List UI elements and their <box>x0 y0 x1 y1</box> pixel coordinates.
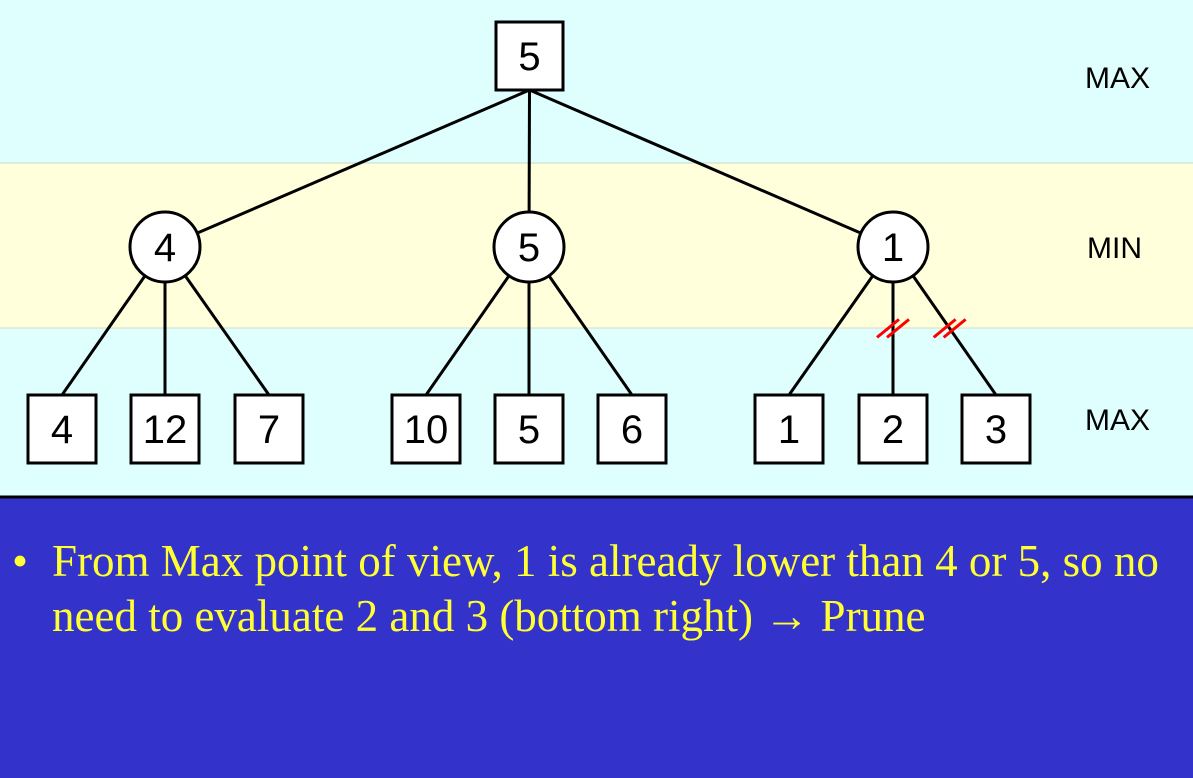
minimax-tree-diagram: 5 4 5 1 4 12 7 10 5 6 1 2 <box>0 0 1193 499</box>
tree-edge <box>183 274 271 396</box>
leaf-value: 10 <box>404 408 449 452</box>
tree-edge <box>787 274 875 396</box>
leaf-value: 5 <box>518 408 540 452</box>
min-node-value: 4 <box>154 226 176 270</box>
min-node-value: 1 <box>882 226 904 270</box>
bullet-point: • <box>12 536 28 586</box>
prune-mark <box>942 318 967 339</box>
tree-edge <box>424 274 511 396</box>
leaf-value: 2 <box>882 408 904 452</box>
tree-edges <box>60 88 998 396</box>
prune-marks <box>876 318 967 339</box>
level-label-max-bottom: MAX <box>1085 404 1150 437</box>
max-band-top <box>0 0 1193 163</box>
prune-mark <box>876 318 900 339</box>
min-node: 5 <box>492 210 566 284</box>
caption: • From Max point of view, 1 is already l… <box>0 518 1193 778</box>
leaf-node: 2 <box>857 393 929 465</box>
min-node: 4 <box>128 210 202 284</box>
leaf-value: 12 <box>143 408 188 452</box>
leaf-value: 4 <box>51 408 73 452</box>
leaf-node: 3 <box>960 393 1032 465</box>
leaf-value: 1 <box>778 408 800 452</box>
tree-edge <box>196 88 531 235</box>
caption-text: From Max point of view, 1 is already low… <box>52 536 1159 641</box>
root-node: 5 <box>494 20 565 92</box>
tree-edge <box>547 274 634 396</box>
level-label-min: MIN <box>1087 232 1142 265</box>
tree-edge <box>528 88 862 235</box>
level-label-max-top: MAX <box>1085 62 1150 95</box>
leaf-value: 7 <box>258 408 280 452</box>
leaf-node: 4 <box>26 393 98 465</box>
leaf-node: 7 <box>233 393 305 465</box>
leaf-node: 12 <box>129 393 201 465</box>
leaf-node: 1 <box>753 393 825 465</box>
leaf-value: 6 <box>621 408 643 452</box>
prune-mark <box>932 318 957 339</box>
min-node-value: 5 <box>518 226 540 270</box>
min-node: 1 <box>856 210 930 284</box>
leaf-node: 5 <box>493 393 565 465</box>
tree-edge <box>911 274 998 396</box>
root-value: 5 <box>518 35 540 79</box>
prune-mark <box>886 318 910 339</box>
leaf-value: 3 <box>985 408 1007 452</box>
tree-edge <box>60 274 147 396</box>
leaf-node: 10 <box>390 393 462 465</box>
leaf-node: 6 <box>596 393 668 465</box>
